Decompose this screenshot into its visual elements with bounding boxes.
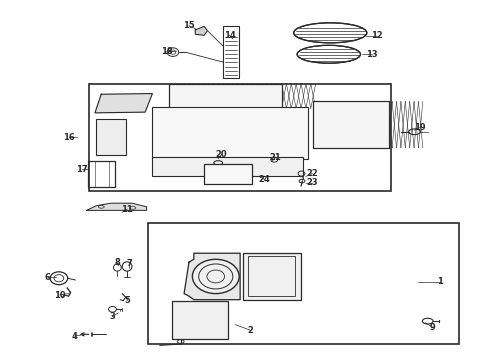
Bar — [152, 107, 308, 158]
Text: 20: 20 — [216, 150, 227, 159]
Bar — [172, 301, 228, 339]
Bar — [170, 84, 282, 109]
Text: 10: 10 — [54, 291, 66, 300]
Ellipse shape — [193, 259, 239, 294]
Text: 8: 8 — [115, 258, 120, 267]
Polygon shape — [87, 203, 147, 210]
Text: 7: 7 — [126, 260, 132, 269]
Text: 13: 13 — [366, 50, 377, 59]
Text: 22: 22 — [306, 169, 318, 178]
Bar — [313, 102, 389, 148]
Bar — [170, 84, 282, 109]
Bar — [89, 84, 391, 191]
Bar — [223, 26, 239, 78]
Polygon shape — [196, 26, 207, 35]
Bar — [243, 252, 301, 300]
Text: 18: 18 — [161, 47, 173, 56]
Text: 1: 1 — [437, 277, 443, 286]
Text: 9: 9 — [430, 323, 436, 332]
Bar — [248, 256, 295, 296]
Text: 3: 3 — [110, 312, 115, 321]
Text: 24: 24 — [259, 175, 270, 184]
Text: 19: 19 — [414, 123, 425, 132]
Text: 23: 23 — [306, 178, 318, 187]
Text: 12: 12 — [370, 31, 382, 40]
Text: 15: 15 — [183, 21, 195, 30]
Text: 14: 14 — [223, 31, 235, 40]
Text: 17: 17 — [76, 165, 88, 174]
Bar — [88, 161, 115, 187]
Polygon shape — [95, 94, 152, 113]
Bar — [313, 102, 389, 148]
Text: 4: 4 — [72, 332, 77, 341]
Polygon shape — [184, 253, 240, 300]
Text: 21: 21 — [270, 153, 281, 162]
Text: 2: 2 — [247, 325, 253, 334]
Text: 16: 16 — [63, 132, 74, 141]
Text: 5: 5 — [124, 296, 130, 305]
Text: 6: 6 — [45, 273, 50, 282]
Bar — [152, 157, 303, 176]
Text: 11: 11 — [121, 205, 133, 214]
Bar — [97, 119, 125, 155]
Bar — [203, 164, 252, 184]
Bar — [147, 223, 460, 344]
